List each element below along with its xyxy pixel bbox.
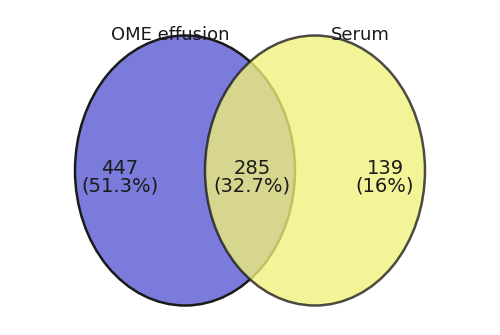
- Text: (32.7%): (32.7%): [214, 177, 290, 196]
- Text: 285: 285: [234, 159, 270, 178]
- Text: (51.3%): (51.3%): [82, 177, 158, 196]
- Text: (16%): (16%): [356, 177, 414, 196]
- Text: 139: 139: [366, 159, 404, 178]
- Ellipse shape: [75, 36, 295, 306]
- Text: 447: 447: [102, 159, 138, 178]
- Ellipse shape: [205, 36, 425, 306]
- Text: Serum: Serum: [330, 25, 390, 44]
- Text: OME effusion: OME effusion: [111, 25, 229, 44]
